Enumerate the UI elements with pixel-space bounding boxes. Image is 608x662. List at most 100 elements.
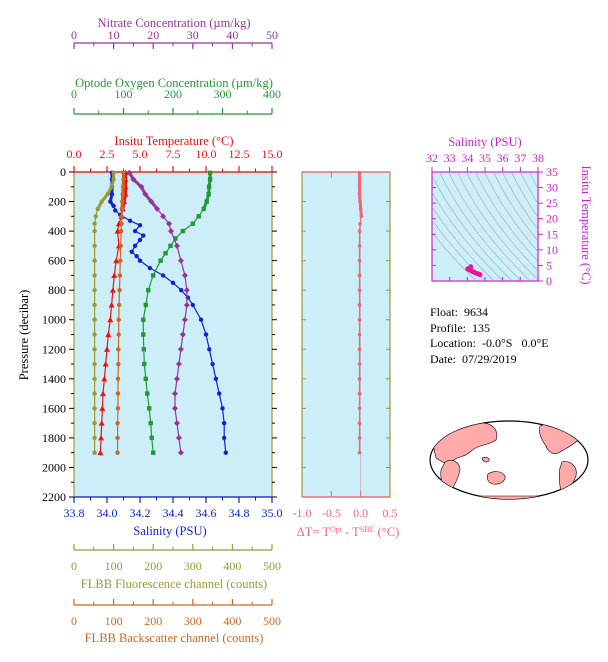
temperature-point — [111, 272, 118, 278]
oxygen-point — [196, 214, 201, 219]
oxygen-point — [146, 287, 151, 293]
salinity-point — [132, 243, 138, 249]
fluorescence-point — [92, 406, 97, 411]
delta-t-point — [357, 170, 362, 175]
nitrate-point — [171, 390, 178, 397]
backscatter-point — [116, 332, 121, 337]
nitrate-point — [126, 169, 133, 176]
nitrate-point — [130, 176, 137, 183]
ts-point — [467, 264, 473, 270]
ts-salinity-tick-label: 37 — [514, 151, 526, 165]
oxygen-point — [142, 361, 147, 367]
backscatter-tick-label: 300 — [184, 614, 202, 628]
density-contour — [520, 172, 538, 205]
land-islands — [481, 456, 490, 463]
salinity-point — [132, 228, 138, 234]
oxygen-point — [204, 199, 209, 204]
land-australia — [486, 471, 506, 485]
salinity-point — [221, 420, 227, 426]
backscatter-point — [118, 243, 123, 249]
nitrate-tick-label: 40 — [226, 28, 238, 42]
oxygen-tick-label: 0 — [71, 87, 77, 101]
salinity-point — [129, 249, 134, 254]
profile-panel — [73, 171, 273, 498]
fluorescence-point — [92, 228, 97, 234]
salinity-point — [179, 287, 184, 293]
salinity-point — [141, 233, 146, 238]
oxygen-point — [180, 228, 186, 234]
oxygen-tick-label: 200 — [164, 87, 182, 101]
fluorescence-point — [111, 170, 116, 175]
salinity-point — [134, 254, 139, 259]
backscatter-tick-label: 100 — [105, 614, 123, 628]
salinity-tick-label: 34.4 — [163, 506, 184, 520]
oxygen-point — [151, 450, 156, 455]
oxygen-point — [168, 243, 173, 249]
salinity-point — [220, 406, 225, 411]
oxygen-point — [141, 317, 146, 322]
backscatter-point — [115, 450, 120, 455]
nitrate-axis-label: Nitrate Concentration (µm/kg) — [98, 16, 251, 30]
salinity-point — [137, 258, 143, 263]
backscatter-point — [115, 420, 120, 426]
oxygen-point — [151, 273, 156, 278]
oxygen-point — [148, 420, 153, 426]
nitrate-point — [181, 272, 188, 279]
fluorescence-tick-label: 500 — [263, 559, 281, 573]
salinity-point — [221, 435, 227, 441]
oxygen-point — [143, 376, 148, 382]
density-contours — [432, 172, 538, 281]
delta-t-panel — [301, 171, 391, 498]
density-contour — [493, 172, 538, 242]
salinity-point — [217, 391, 222, 396]
delta-t-point — [358, 221, 362, 226]
fluorescence-tick-label: 400 — [223, 559, 241, 573]
temperature-point — [98, 434, 105, 441]
oxygen-tick-label: 300 — [214, 87, 232, 101]
delta-t-point — [357, 421, 362, 425]
backscatter-tick-label: 200 — [144, 614, 162, 628]
fluorescence-point — [92, 450, 97, 455]
nitrate-tick-label: 50 — [266, 28, 278, 42]
pressure-tick-label: 1400 — [42, 372, 66, 386]
pressure-tick-label: 2200 — [42, 490, 66, 504]
backscatter-point — [117, 287, 122, 293]
salinity-tick-label: 34.0 — [97, 506, 118, 520]
temperature-point — [114, 228, 121, 234]
delta-t-tick-label: 0.5 — [383, 506, 398, 520]
ts-temp-tick-label: 5 — [546, 258, 552, 272]
ts-salinity-tick-label: 34 — [461, 151, 473, 165]
fluorescence-point — [92, 391, 97, 396]
nitrate-point — [183, 287, 190, 294]
ts-temp-tick-label: 10 — [546, 243, 558, 257]
temperature-tick-label: 10.0 — [196, 147, 217, 161]
fluorescence-tick-label: 100 — [105, 559, 123, 573]
density-contour — [432, 174, 513, 281]
density-contour — [484, 172, 538, 252]
pressure-tick-label: 400 — [48, 224, 66, 238]
temperature-point — [107, 316, 114, 323]
delta-t-point — [357, 317, 362, 322]
temperature-axis-label: Insitu Temperature (°C) — [114, 134, 233, 148]
nitrate-tick-label: 20 — [147, 28, 159, 42]
delta-t-tick-label: 0.0 — [353, 506, 368, 520]
nitrate-point — [173, 420, 180, 427]
ts-salinity-tick-label: 35 — [479, 151, 491, 165]
temperature-point — [100, 390, 107, 397]
profile-number: Profile: 135 — [430, 320, 490, 335]
fluorescence-point — [109, 184, 114, 189]
axes-layer: 0200400600800100012001400160018002000220… — [42, 28, 558, 628]
temperature-point — [108, 301, 115, 308]
nitrate-point — [154, 205, 161, 212]
delta-t-point — [357, 229, 362, 233]
salinity-point — [223, 450, 228, 455]
fluorescence-point — [93, 214, 98, 219]
world-map — [429, 420, 589, 500]
backscatter-point — [115, 406, 121, 411]
delta-t-point — [358, 207, 363, 211]
pressure-tick-label: 600 — [48, 254, 66, 268]
nitrate-point — [168, 228, 175, 235]
delta-t-point — [357, 288, 362, 292]
salinity-point — [198, 317, 204, 322]
oxygen-point — [173, 236, 178, 241]
